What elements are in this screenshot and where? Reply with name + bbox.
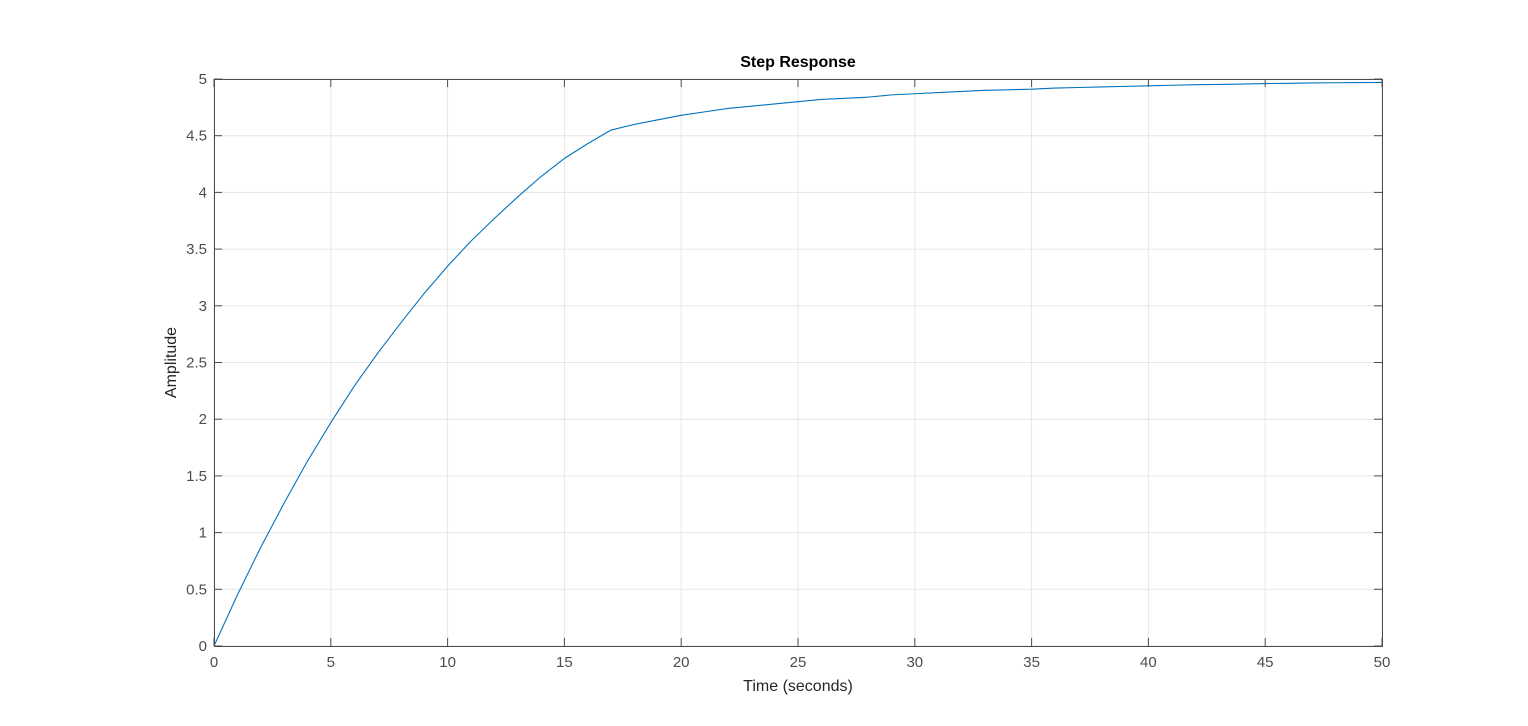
x-tick-label: 10 [439, 654, 456, 671]
step-response-line [213, 81, 1383, 647]
y-tick-label: 5 [199, 71, 207, 88]
y-tick-label: 1.5 [186, 468, 207, 485]
x-tick-label: 40 [1140, 654, 1157, 671]
x-tick-label: 35 [1023, 654, 1040, 671]
y-tick-label: 3.5 [186, 241, 207, 258]
y-axis-label: Amplitude [163, 327, 180, 398]
y-tick-label: 0 [199, 638, 207, 655]
x-tick-label: 0 [210, 654, 218, 671]
x-tick-label: 20 [673, 654, 690, 671]
x-tick-label: 50 [1374, 654, 1391, 671]
y-tick-label: 3 [199, 298, 207, 315]
x-tick-label: 30 [906, 654, 923, 671]
x-tick-label: 5 [327, 654, 335, 671]
y-tick-label: 4 [199, 184, 207, 201]
x-tick-label: 45 [1257, 654, 1274, 671]
x-axis-ticks: 0 5 10 15 20 25 30 35 40 45 50 [210, 79, 1391, 671]
x-tick-label: 15 [556, 654, 573, 671]
y-axis-ticks: 0 0.5 1 1.5 2 2.5 3 3.5 4 4.5 5 [186, 71, 1382, 655]
x-axis-label: Time (seconds) [743, 678, 853, 695]
data-series [213, 81, 1383, 647]
y-tick-label: 2.5 [186, 355, 207, 372]
y-tick-label: 4.5 [186, 128, 207, 145]
y-tick-label: 0.5 [186, 581, 207, 598]
chart-title: Step Response [740, 54, 856, 71]
y-tick-label: 1 [199, 525, 207, 542]
x-tick-label: 25 [790, 654, 807, 671]
y-tick-label: 2 [199, 411, 207, 428]
